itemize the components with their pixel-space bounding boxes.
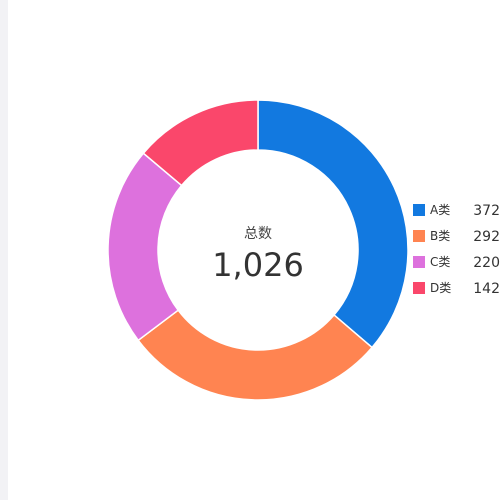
legend-label: A类 — [430, 203, 450, 217]
legend-swatch — [413, 230, 425, 242]
legend-swatch — [413, 282, 425, 294]
legend-item-1[interactable]: A类 372 — [413, 203, 500, 219]
legend-label: B类 — [430, 229, 450, 243]
left-border-strip — [0, 0, 8, 500]
center-label: 总数 — [244, 226, 272, 242]
legend-value: 372 — [473, 203, 500, 219]
legend[interactable]: A类 372 B类 292 C类 220 D类 142 — [413, 203, 500, 297]
legend-item-3[interactable]: C类 220 — [413, 255, 500, 271]
legend-item-4[interactable]: D类 142 — [413, 281, 500, 297]
donut-slice-2[interactable] — [137, 309, 374, 401]
legend-item-2[interactable]: B类 292 — [413, 229, 500, 245]
donut-slice-1[interactable] — [257, 99, 409, 349]
donut-slice-3[interactable] — [107, 152, 183, 342]
legend-value: 142 — [473, 281, 500, 297]
legend-label: D类 — [430, 281, 451, 295]
legend-value: 220 — [473, 255, 500, 271]
legend-value: 292 — [473, 229, 500, 245]
legend-swatch — [413, 204, 425, 216]
donut-slices — [107, 99, 409, 401]
legend-label: C类 — [430, 255, 450, 269]
legend-swatch — [413, 256, 425, 268]
center-total-value: 1,026 — [212, 246, 304, 284]
donut-slice-4[interactable] — [142, 99, 259, 187]
